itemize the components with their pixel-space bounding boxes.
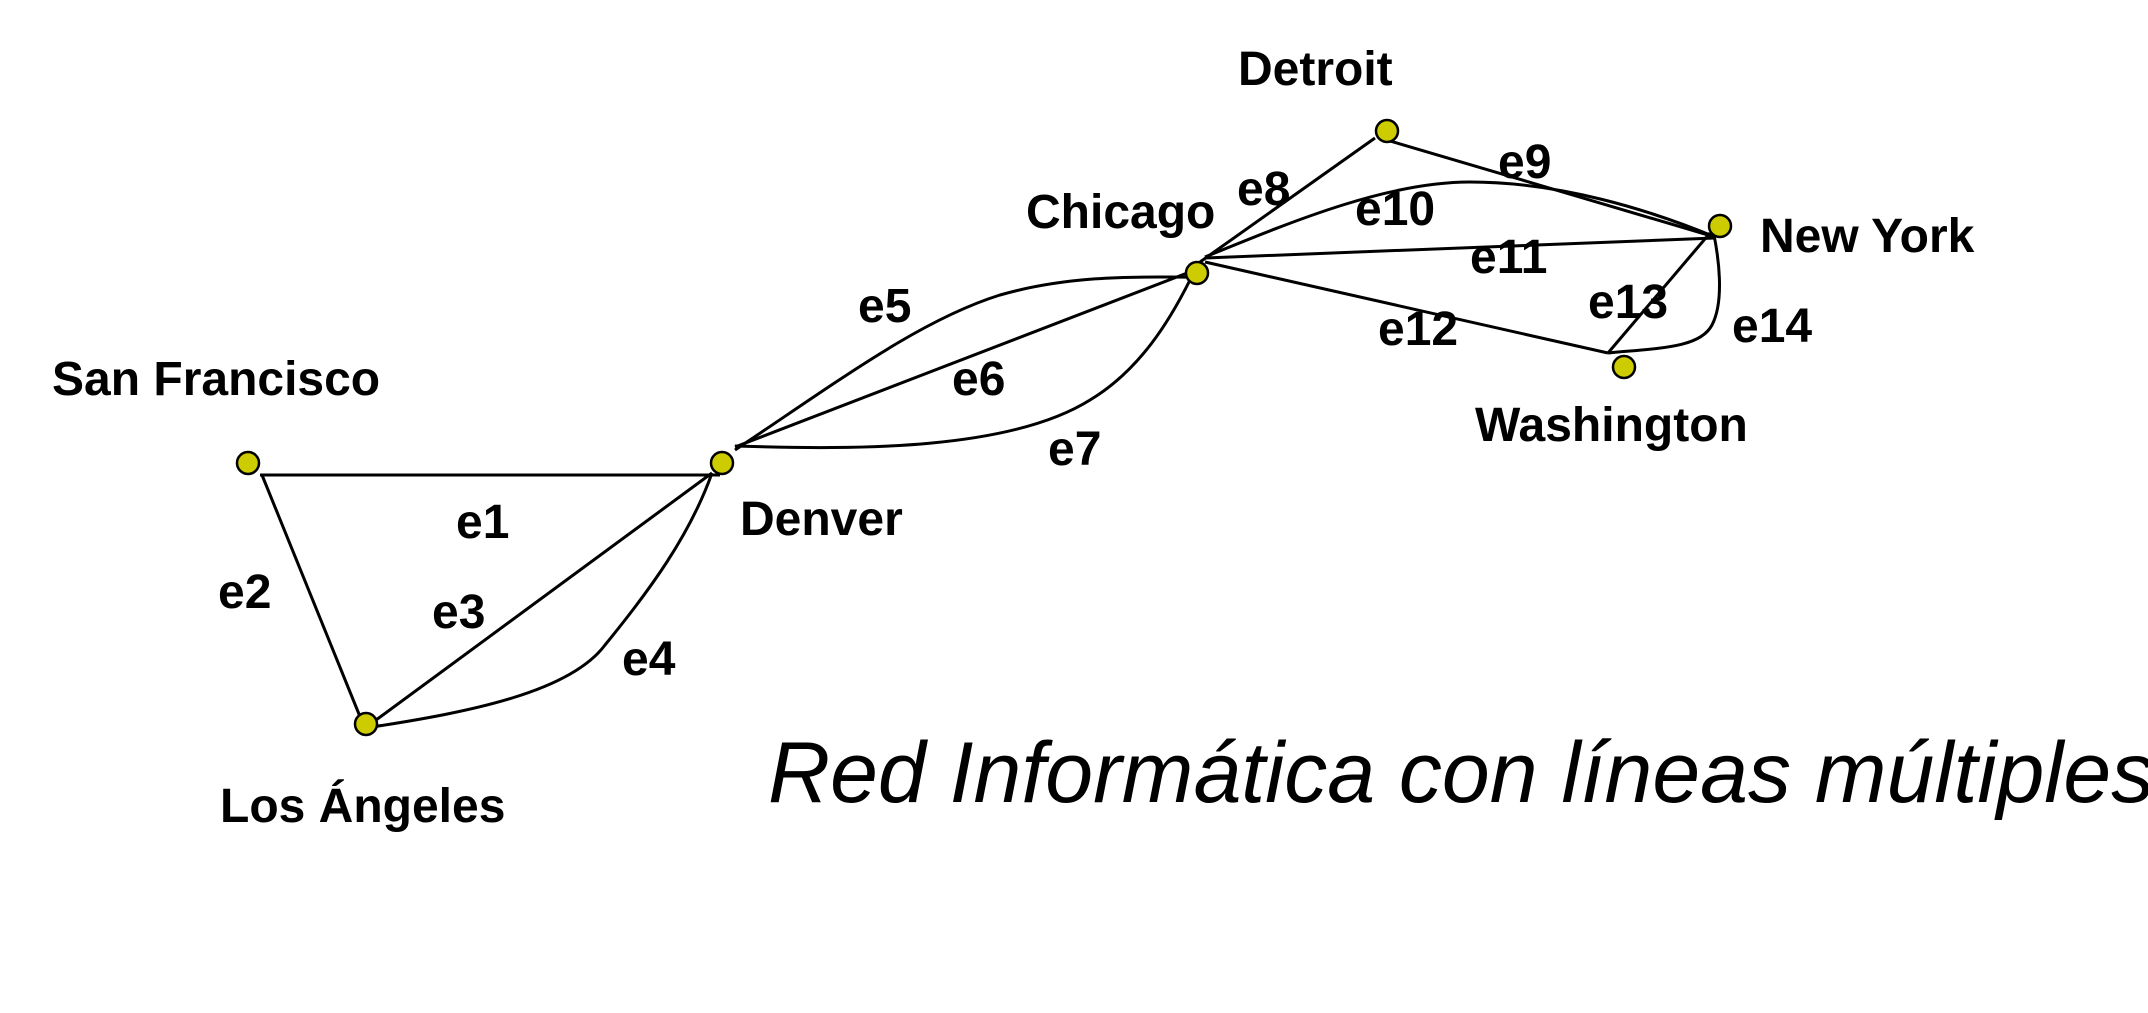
- edge-e11: [1204, 236, 1716, 260]
- edge-e2: [260, 474, 365, 725]
- diagram-title: Red Informática con líneas múltiples: [768, 725, 2148, 821]
- edge-label-e11: e11: [1470, 231, 1547, 284]
- label-detroit: Detroit: [1238, 43, 1393, 96]
- node-chicago: [1184, 260, 1210, 286]
- label-los-angeles: Los Ángeles: [220, 779, 505, 833]
- edge-e7: [734, 279, 1192, 450]
- edge-label-e1: e1: [456, 496, 509, 549]
- edge-label-e14: e14: [1732, 300, 1812, 353]
- label-denver: Denver: [740, 493, 903, 546]
- label-san-francisco: San Francisco: [52, 353, 380, 406]
- edge-e6: [734, 268, 1196, 449]
- edge-e10: [1204, 180, 1716, 259]
- edge-e8: [1199, 136, 1376, 264]
- edge-label-e3: e3: [432, 586, 485, 639]
- node-washington: [1611, 354, 1637, 380]
- nodes: [235, 118, 1733, 737]
- edge-label-e10: e10: [1355, 183, 1435, 236]
- edge-e13: [1606, 232, 1712, 354]
- edge-e4: [371, 472, 714, 729]
- edge-label-e8: e8: [1237, 163, 1290, 216]
- edge-e5: [734, 275, 1196, 452]
- edge-label-e9: e9: [1498, 136, 1551, 189]
- edge-label-e13: e13: [1588, 276, 1668, 329]
- edge-label-e4: e4: [622, 633, 676, 686]
- edge-label-e7: e7: [1048, 423, 1101, 476]
- node-denver: [709, 450, 735, 476]
- label-washington: Washington: [1475, 399, 1748, 452]
- edges: [260, 136, 1721, 729]
- edge-label-e6: e6: [952, 353, 1005, 406]
- edge-e3: [371, 471, 713, 725]
- edge-e12: [1204, 260, 1609, 355]
- edge-labels: e1 e2 e3 e4 e5 e6 e7 e8 e9 e10 e11 e12 e…: [218, 136, 1812, 686]
- edge-label-e12: e12: [1378, 303, 1458, 356]
- edge-e14: [1607, 234, 1721, 355]
- edge-label-e2: e2: [218, 566, 271, 619]
- node-new-york: [1707, 213, 1733, 239]
- node-los-angeles: [353, 711, 379, 737]
- label-chicago: Chicago: [1026, 186, 1215, 239]
- edge-label-e5: e5: [858, 280, 911, 333]
- city-labels: San Francisco Los Ángeles Denver Chicago…: [52, 43, 1975, 833]
- node-san-francisco: [235, 450, 261, 476]
- label-new-york: New York: [1760, 210, 1975, 263]
- node-detroit: [1374, 118, 1400, 144]
